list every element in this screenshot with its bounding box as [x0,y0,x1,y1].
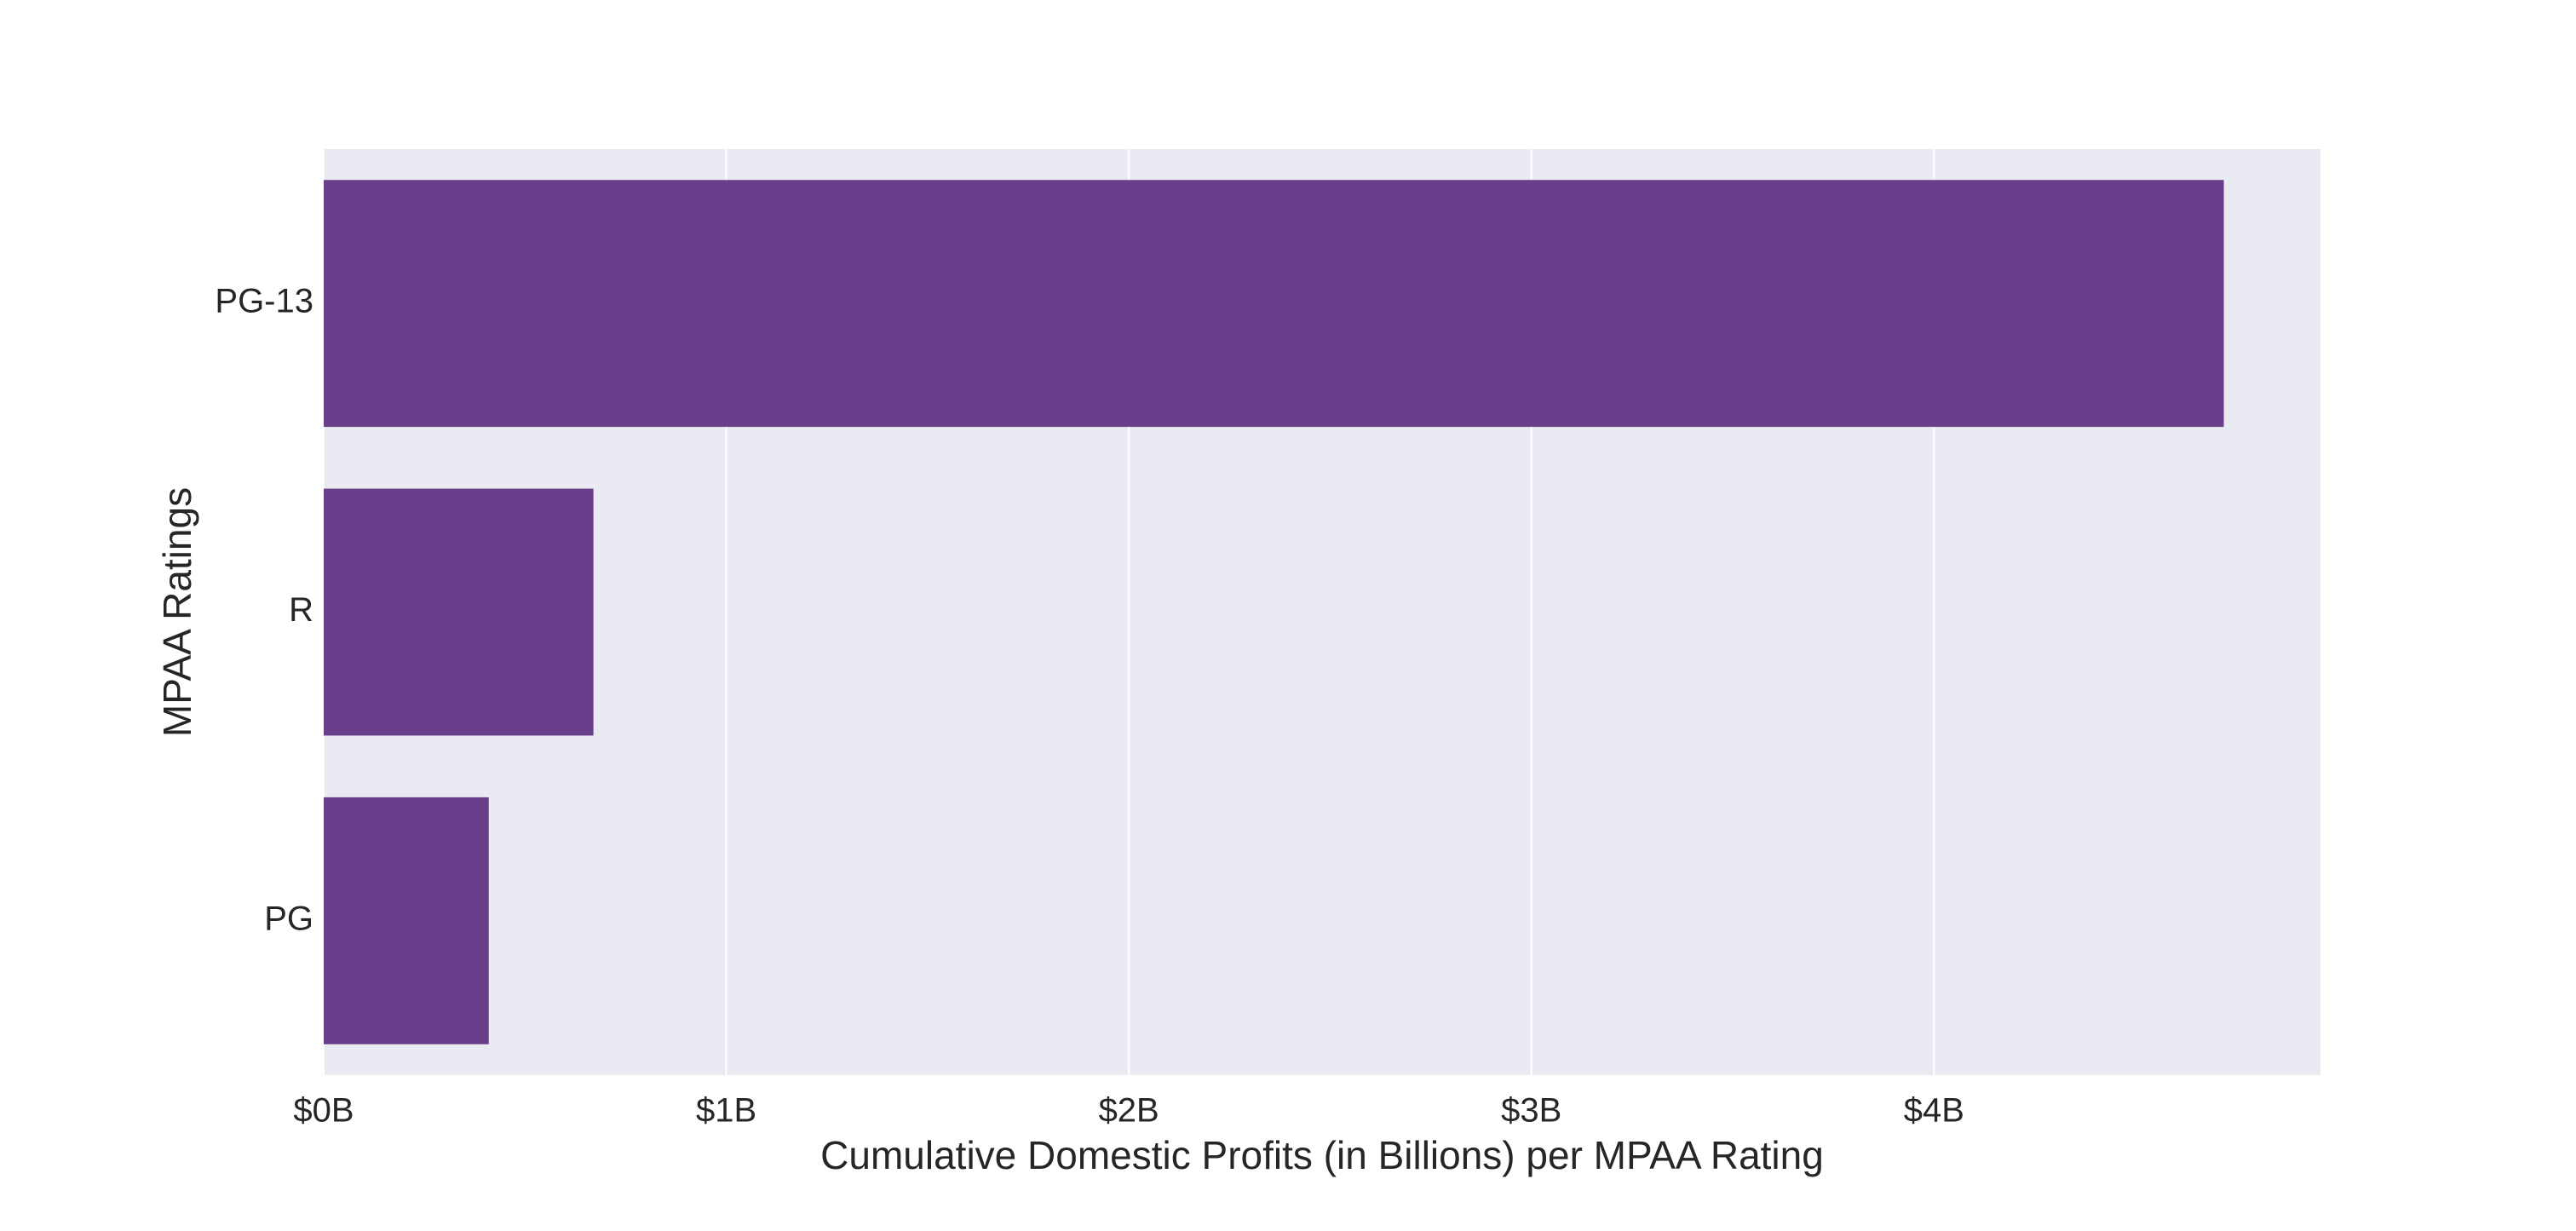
bar-pg-13 [324,180,2224,428]
y-tick-label-pg: PG [264,900,313,937]
bar-r [324,488,594,736]
x-tick-label-4: $4B [1904,1092,1964,1130]
x-tick-labels: $0B $1B $2B $3B $4B [293,1092,1964,1130]
y-tick-label-r: R [289,591,313,629]
x-tick-label-2: $2B [1099,1092,1159,1130]
x-tick-label-0: $0B [293,1092,354,1130]
x-tick-label-3: $3B [1501,1092,1561,1130]
bar-pg [324,797,489,1044]
y-axis-title: MPAA Ratings [155,487,199,737]
y-tick-labels: PG-13 R PG [215,283,313,938]
x-axis-title: Cumulative Domestic Profits (in Billions… [820,1133,1824,1177]
y-tick-label-pg-13: PG-13 [215,283,313,320]
bars [324,180,2224,1044]
x-tick-label-1: $1B [696,1092,756,1130]
